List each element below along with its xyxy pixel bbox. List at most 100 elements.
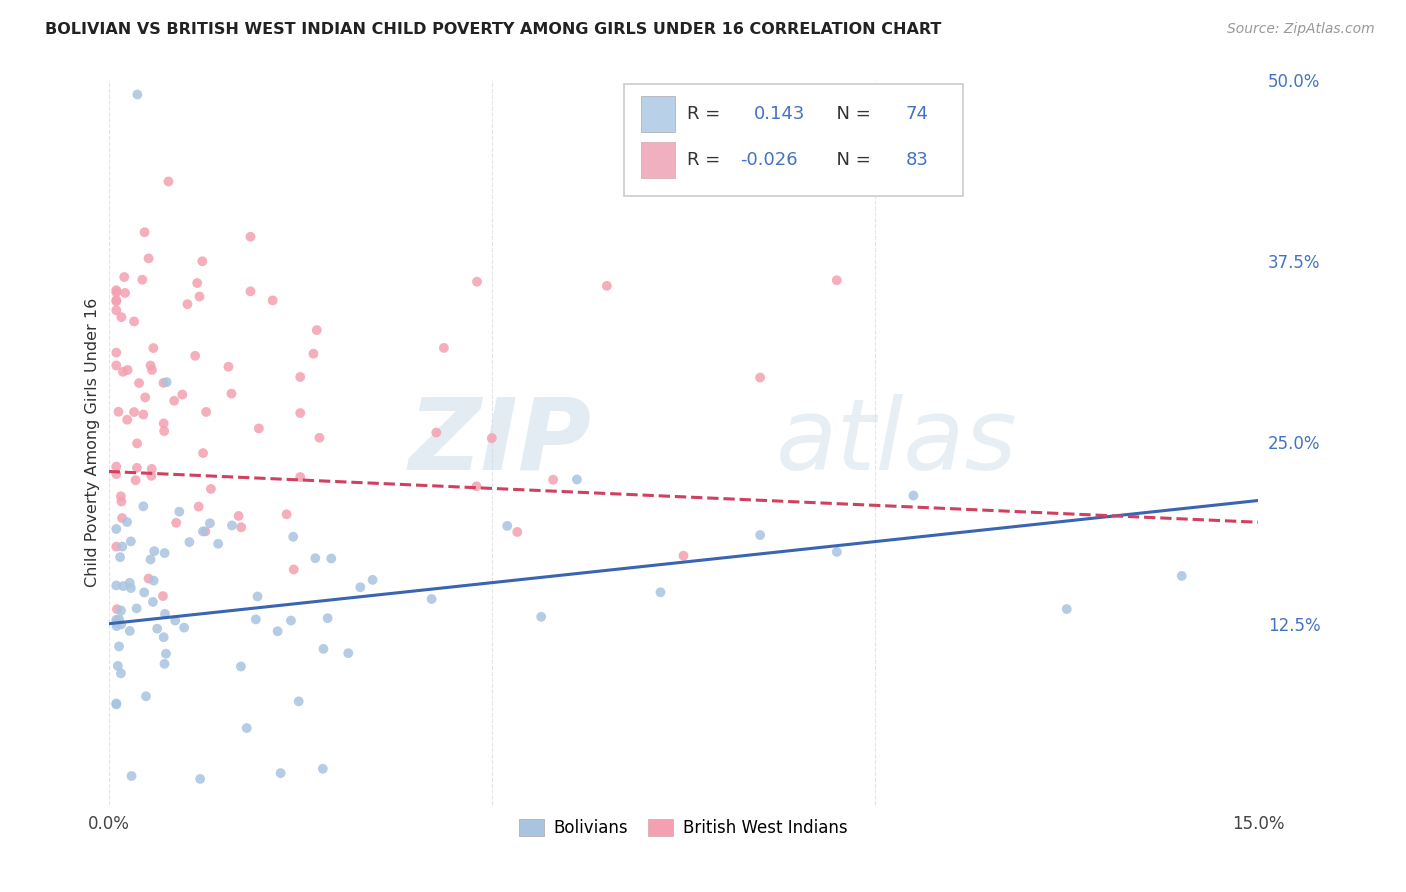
Point bbox=[163, 393, 186, 408]
Point bbox=[246, 590, 269, 604]
Point bbox=[105, 602, 128, 616]
Point bbox=[283, 530, 305, 544]
Point bbox=[108, 550, 131, 565]
Point bbox=[105, 540, 128, 554]
Point bbox=[108, 612, 131, 626]
Point bbox=[825, 545, 848, 559]
Point bbox=[156, 375, 179, 389]
Point bbox=[152, 589, 174, 603]
Point bbox=[247, 421, 270, 435]
Y-axis label: Child Poverty Among Girls Under 16: Child Poverty Among Girls Under 16 bbox=[86, 298, 100, 587]
Point bbox=[217, 359, 239, 374]
Point bbox=[465, 479, 488, 493]
Point bbox=[115, 413, 138, 427]
Point bbox=[127, 87, 149, 102]
Point bbox=[107, 659, 129, 673]
Point bbox=[361, 573, 384, 587]
Point bbox=[165, 516, 187, 530]
Point bbox=[105, 459, 128, 474]
Text: Source: ZipAtlas.com: Source: ZipAtlas.com bbox=[1227, 22, 1375, 37]
Text: ZIP: ZIP bbox=[409, 394, 592, 491]
Point bbox=[194, 524, 217, 539]
Text: BOLIVIAN VS BRITISH WEST INDIAN CHILD POVERTY AMONG GIRLS UNDER 16 CORRELATION C: BOLIVIAN VS BRITISH WEST INDIAN CHILD PO… bbox=[45, 22, 942, 37]
Point bbox=[112, 579, 135, 593]
Text: 0.143: 0.143 bbox=[754, 105, 806, 123]
Text: R =: R = bbox=[688, 105, 725, 123]
Point bbox=[825, 273, 848, 287]
Point bbox=[105, 293, 128, 307]
Text: N =: N = bbox=[825, 105, 876, 123]
Point bbox=[276, 508, 298, 522]
Point bbox=[146, 622, 169, 636]
Point bbox=[221, 386, 243, 401]
Text: atlas: atlas bbox=[776, 394, 1017, 491]
Point bbox=[110, 489, 132, 503]
FancyBboxPatch shape bbox=[641, 96, 675, 132]
Point bbox=[105, 294, 128, 309]
Point bbox=[141, 363, 163, 377]
Point bbox=[142, 595, 165, 609]
Point bbox=[125, 460, 148, 475]
Point bbox=[312, 641, 335, 656]
Point bbox=[105, 345, 128, 359]
Point bbox=[239, 229, 262, 244]
Point bbox=[266, 624, 288, 639]
Point bbox=[153, 546, 176, 560]
Point bbox=[650, 585, 672, 599]
Point bbox=[191, 446, 214, 460]
Point bbox=[165, 614, 187, 628]
Point bbox=[132, 500, 155, 514]
Point bbox=[305, 323, 328, 337]
Point bbox=[122, 314, 145, 328]
Point bbox=[191, 524, 214, 539]
Point bbox=[131, 273, 153, 287]
Point bbox=[195, 405, 218, 419]
Point bbox=[221, 518, 243, 533]
Point bbox=[105, 522, 128, 536]
Point bbox=[239, 285, 262, 299]
Point bbox=[172, 387, 194, 401]
Point bbox=[110, 666, 132, 681]
Point bbox=[672, 549, 695, 563]
Point bbox=[111, 511, 134, 525]
Point bbox=[465, 275, 488, 289]
Point bbox=[153, 657, 176, 671]
Point bbox=[481, 431, 503, 445]
Point bbox=[114, 285, 136, 300]
Point bbox=[134, 390, 156, 404]
Point bbox=[596, 278, 619, 293]
Point bbox=[135, 690, 157, 704]
Point bbox=[110, 603, 132, 617]
Point bbox=[105, 578, 128, 592]
Point bbox=[124, 473, 146, 487]
Point bbox=[321, 551, 343, 566]
Point bbox=[110, 617, 132, 632]
Point bbox=[139, 552, 162, 566]
FancyBboxPatch shape bbox=[624, 84, 963, 196]
Point bbox=[107, 405, 129, 419]
Point bbox=[191, 254, 214, 268]
Point bbox=[132, 408, 155, 422]
Text: 83: 83 bbox=[905, 151, 928, 169]
Point bbox=[105, 615, 128, 630]
Point bbox=[134, 585, 156, 599]
Point bbox=[115, 515, 138, 529]
Point bbox=[302, 347, 325, 361]
Point bbox=[229, 659, 252, 673]
Point bbox=[125, 601, 148, 615]
Point bbox=[110, 310, 132, 325]
Text: -0.026: -0.026 bbox=[740, 151, 797, 169]
Point bbox=[105, 467, 128, 481]
Point bbox=[111, 365, 134, 379]
Point bbox=[152, 376, 174, 390]
Point bbox=[169, 505, 191, 519]
Point bbox=[105, 698, 128, 712]
Point bbox=[188, 772, 211, 786]
Point bbox=[108, 640, 131, 654]
Point bbox=[186, 276, 208, 290]
Point bbox=[420, 592, 443, 607]
Point bbox=[1056, 602, 1078, 616]
Point bbox=[179, 535, 201, 549]
Point bbox=[152, 630, 174, 644]
Point bbox=[287, 694, 309, 708]
